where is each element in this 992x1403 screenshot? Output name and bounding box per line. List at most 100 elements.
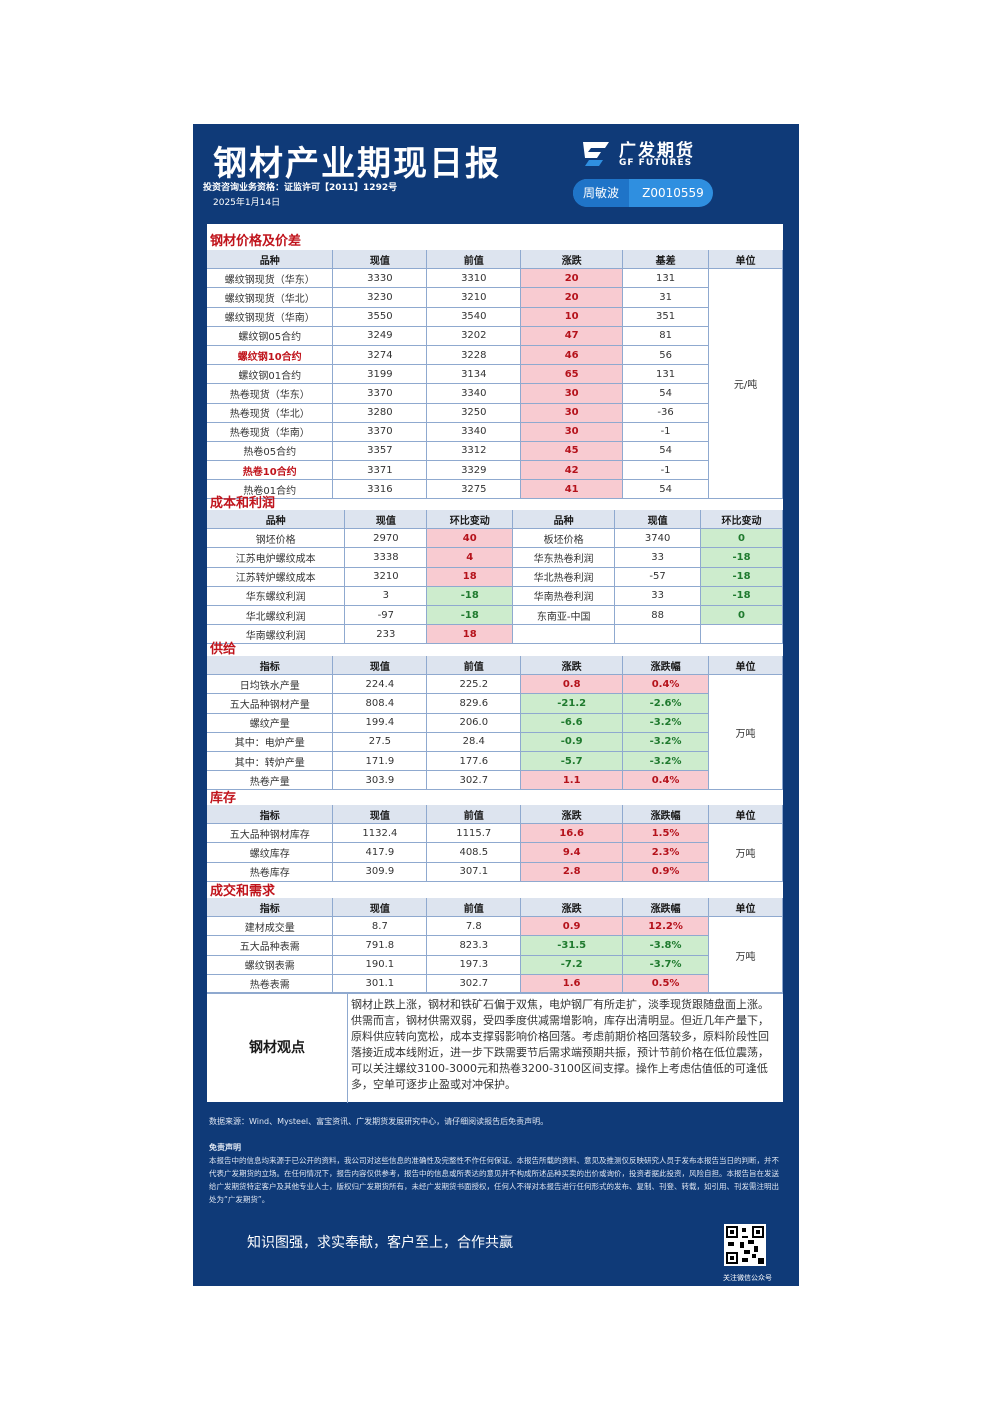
basis-value: 131 (622, 268, 710, 289)
column-header: 涨跌 (520, 805, 624, 825)
previous-value: 3250 (426, 403, 522, 423)
cost-table: 品种 现值 环比变动 品种 现值 环比变动 钢坯价格 2970 40 板坯价格 3740 0 江苏电炉螺… (207, 510, 783, 645)
table-row: 热卷产量 303.9 302.7 1.1 0.4% (207, 770, 783, 791)
previous-value: 3310 (426, 268, 522, 289)
slogan: 知识图强，求实奉献，客户至上，合作共赢 (247, 1235, 513, 1251)
table-row: 螺纹钢05合约 3249 3202 47 81 (207, 326, 783, 346)
current-value: 791.8 (332, 935, 428, 956)
row-name: 热卷库存 (207, 862, 334, 882)
column-header: 单位 (708, 805, 783, 825)
change-value: 45 (520, 441, 624, 462)
change-value: 30 (520, 422, 624, 442)
unit-cell: 万吨 (708, 916, 783, 994)
change-value: 18 (426, 624, 514, 645)
table-row: 华北螺纹利润 -97 -18 东南亚-中国 88 0 (207, 605, 783, 626)
unit-cell: 万吨 (708, 823, 783, 882)
current-value: 808.4 (332, 693, 428, 714)
current-value: 1132.4 (332, 823, 428, 844)
gf-logo-icon (583, 142, 609, 166)
current-value: -57 (614, 567, 702, 587)
change-value: 1.1 (520, 770, 624, 791)
current-value: 3338 (344, 547, 428, 568)
table-row: 热卷库存 309.9 307.1 2.8 0.9% (207, 862, 783, 882)
basis-value: -36 (622, 403, 710, 423)
table-row: 螺纹钢现货（华东） 3330 3310 20 131 元/吨 (207, 268, 783, 500)
row-name: 螺纹钢表需 (207, 955, 334, 975)
analyst-id: Z0010559 (642, 186, 704, 200)
previous-value: 206.0 (426, 713, 522, 733)
table-row: 其中：转炉产量 171.9 177.6 -5.7 -3.2% (207, 751, 783, 772)
data-panel: 钢材价格及价差 品种 现值 前值 涨跌 基差 单位 螺纹钢现货（华东） 3330 3310 20 1… (207, 224, 783, 1103)
row-name: 其中：转炉产量 (207, 751, 334, 772)
change-value: 10 (520, 307, 624, 327)
data-source: 数据来源：Wind、Mysteel、富宝资讯、广发期货发展研究中心，请仔细阅读报… (209, 1117, 549, 1126)
prices-table: 品种 现值 前值 涨跌 基差 单位 螺纹钢现货（华东） 3330 3310 20 131 元/吨 螺纹钢… (207, 250, 783, 500)
previous-value: 307.1 (426, 862, 522, 882)
previous-value: 225.2 (426, 674, 522, 695)
row-name: 华东螺纹利润 (207, 586, 346, 606)
basis-value: 54 (622, 479, 710, 500)
column-header: 基差 (622, 250, 710, 270)
table-row: 五大品种表需 791.8 823.3 -31.5 -3.8% (207, 935, 783, 956)
table-row: 江苏电炉螺纹成本 3338 4 华东热卷利润 33 -18 (207, 547, 783, 568)
logo-chinese: 广发期货 (619, 141, 695, 161)
change-value: -18 (700, 567, 783, 587)
change-value: 9.4 (520, 842, 624, 863)
change-percent: -3.2% (622, 751, 710, 772)
table-row: 热卷现货（华南） 3370 3340 30 -1 (207, 422, 783, 442)
change-value: -7.2 (520, 955, 624, 975)
basis-value: 56 (622, 345, 710, 366)
table-row: 热卷现货（华北） 3280 3250 30 -36 (207, 403, 783, 423)
change-value: -18 (700, 586, 783, 606)
table-row: 热卷01合约 3316 3275 41 54 (207, 479, 783, 500)
column-header: 现值 (332, 898, 428, 918)
row-name (512, 624, 616, 645)
change-value: -31.5 (520, 935, 624, 956)
previous-value: 28.4 (426, 732, 522, 752)
column-header: 品种 (512, 510, 616, 530)
previous-value: 3228 (426, 345, 522, 366)
previous-value: 3210 (426, 287, 522, 308)
row-name: 五大品种表需 (207, 935, 334, 956)
row-name: 热卷10合约 (207, 460, 334, 481)
table-row: 螺纹钢表需 190.1 197.3 -7.2 -3.7% (207, 955, 783, 975)
column-header: 指标 (207, 898, 334, 918)
current-value: 190.1 (332, 955, 428, 975)
change-percent: 12.2% (622, 916, 710, 937)
current-value (614, 624, 702, 645)
table-row: 日均铁水产量 224.4 225.2 0.8 0.4% 万吨 (207, 674, 783, 791)
change-percent: 1.5% (622, 823, 710, 844)
current-value: 303.9 (332, 770, 428, 791)
previous-value: 408.5 (426, 842, 522, 863)
demand-table: 指标 现值 前值 涨跌 涨跌幅 单位 建材成交量 8.7 7.8 0.9 12.2% 万吨 五大品种表需… (207, 898, 783, 994)
row-name: 螺纹产量 (207, 713, 334, 733)
table-row: 华南螺纹利润 233 18 (207, 624, 783, 645)
change-value: -0.9 (520, 732, 624, 752)
table-row: 螺纹产量 199.4 206.0 -6.6 -3.2% (207, 713, 783, 733)
change-value: 0 (700, 528, 783, 549)
row-name: 东南亚-中国 (512, 605, 616, 626)
change-value: -5.7 (520, 751, 624, 772)
current-value: 3316 (332, 479, 428, 500)
current-value: -97 (344, 605, 428, 626)
row-name: 其中：电炉产量 (207, 732, 334, 752)
row-name: 钢坯价格 (207, 528, 346, 549)
column-header: 现值 (332, 805, 428, 825)
change-value: 18 (426, 567, 514, 587)
table-row: 五大品种钢材库存 1132.4 1115.7 16.6 1.5% 万吨 (207, 823, 783, 882)
table-row: 热卷表需 301.1 302.7 1.6 0.5% (207, 974, 783, 994)
change-percent: -3.8% (622, 935, 710, 956)
current-value: 27.5 (332, 732, 428, 752)
row-name: 热卷01合约 (207, 479, 334, 500)
column-header: 现值 (332, 656, 428, 676)
column-header: 涨跌幅 (622, 898, 710, 918)
change-value: 30 (520, 383, 624, 404)
change-value: -18 (700, 547, 783, 568)
change-value: 0 (700, 605, 783, 626)
column-header: 涨跌幅 (622, 805, 710, 825)
report-title: 钢材产业期现日报 (213, 144, 501, 184)
table-header-row: 指标 现值 前值 涨跌 涨跌幅 单位 (207, 805, 783, 825)
current-value: 417.9 (332, 842, 428, 863)
row-name: 螺纹钢05合约 (207, 326, 334, 346)
previous-value: 3202 (426, 326, 522, 346)
